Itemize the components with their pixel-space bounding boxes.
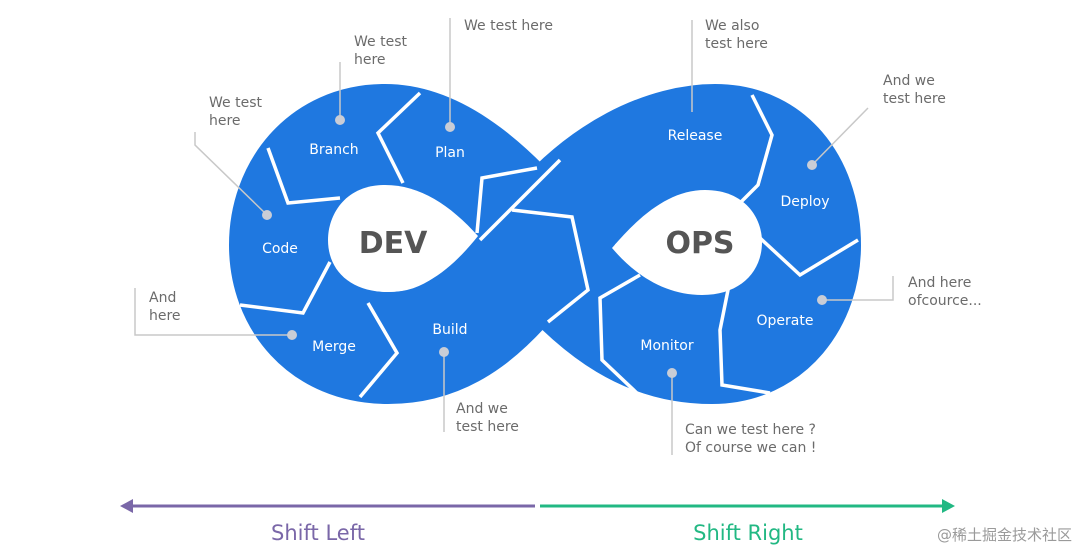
callout-code: We test here [209,95,262,129]
ops-hole [612,190,762,295]
callout-operate: And here ofcource... [908,275,982,309]
stage-merge: Merge [312,339,356,355]
stage-build: Build [432,322,467,338]
shift-right-label: Shift Right [693,521,803,545]
stage-monitor: Monitor [640,338,693,354]
callout-plan: We test here [464,18,553,34]
infinity-loop [228,83,862,405]
stage-branch: Branch [309,142,358,158]
callout-deploy: And we test here [883,73,946,107]
stage-code: Code [262,241,298,257]
segment-dividers [239,91,859,399]
callout-connectors [134,18,894,455]
callout-release: We also test here [705,18,768,52]
shift-right-arrowhead-icon [942,499,955,513]
stage-operate: Operate [757,313,814,329]
callout-merge: And here [149,290,181,324]
shift-left-label: Shift Left [271,521,365,545]
shift-left-arrowhead-icon [120,499,133,513]
callout-monitor: Can we test here ? Of course we can ! [685,422,816,456]
ops-label: OPS [665,226,734,261]
dev-label: DEV [359,226,428,261]
dev-hole [328,185,478,292]
watermark: @稀土掘金技术社区 [937,526,1072,544]
callout-branch: We test here [354,34,407,68]
callout-build: And we test here [456,401,519,435]
stage-release: Release [668,128,723,144]
stage-deploy: Deploy [780,194,829,210]
stage-plan: Plan [435,145,465,161]
